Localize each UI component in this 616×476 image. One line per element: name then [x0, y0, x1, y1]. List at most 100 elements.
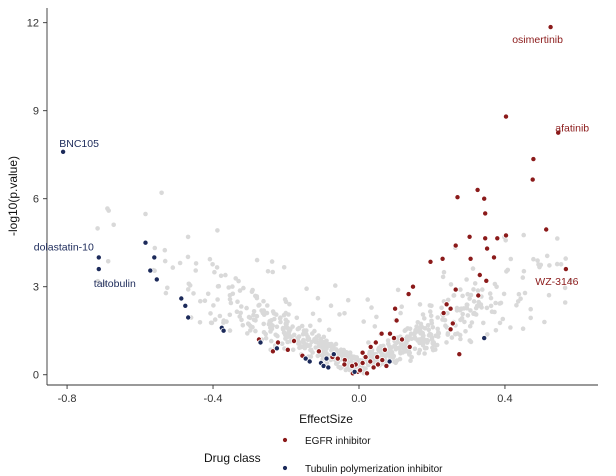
background-point: [185, 254, 191, 260]
background-point: [261, 308, 267, 313]
background-point: [538, 262, 544, 268]
egfr-point: [274, 339, 281, 346]
tubulin-point: [95, 266, 102, 273]
background-point: [409, 354, 415, 360]
egfr-point: [315, 348, 322, 355]
legend-label-tubulin: Tubulin polymerization inhibitor: [305, 464, 443, 475]
background-point: [568, 278, 573, 283]
background-point: [444, 340, 449, 345]
background-point: [224, 319, 229, 324]
background-point: [152, 245, 158, 251]
background-point: [470, 266, 476, 271]
egfr-point: [334, 355, 341, 362]
background-point: [417, 302, 423, 307]
background-point: [427, 303, 433, 308]
background-point: [294, 315, 300, 321]
y-axis-title: -log10(p.value): [6, 156, 20, 236]
background-point: [435, 326, 441, 332]
background-point: [237, 314, 242, 319]
background-point: [208, 320, 214, 326]
background-point: [251, 317, 257, 323]
background-point: [467, 323, 473, 329]
egfr-point: [439, 255, 446, 262]
axes: -0.8 -0.4 0.0 0.4 0 3 6 9 12: [27, 8, 598, 405]
egfr-point: [484, 245, 491, 252]
annotations: osimertinib afatinib WZ-3146 BNC105 dolastat…: [34, 34, 590, 290]
tubulin-point: [178, 295, 185, 302]
egfr-point: [392, 305, 399, 312]
background-point: [433, 333, 439, 339]
background-point: [263, 335, 269, 341]
background-point: [522, 290, 528, 296]
background-point: [310, 311, 316, 317]
background-point: [508, 325, 513, 330]
background-point: [215, 284, 221, 289]
tubulin-point: [323, 355, 330, 362]
background-point: [253, 328, 258, 334]
egfr-point: [454, 194, 461, 201]
background-point: [554, 261, 560, 267]
background-point: [484, 305, 490, 311]
background-point: [237, 288, 243, 293]
background-point: [465, 313, 471, 318]
background-point: [143, 211, 148, 217]
background-point: [338, 347, 344, 353]
egfr-point: [443, 301, 450, 308]
background-point: [377, 349, 383, 355]
background-point: [279, 341, 285, 347]
background-point: [458, 306, 464, 312]
background-point: [271, 311, 277, 316]
background-point: [302, 345, 308, 351]
background-point: [324, 338, 329, 344]
egfr-point: [386, 330, 393, 337]
egfr-point: [398, 336, 405, 343]
egfr-point: [555, 129, 562, 136]
egfr-point: [290, 337, 297, 344]
background-point: [333, 341, 339, 347]
egfr-point: [482, 235, 489, 242]
background-point: [323, 344, 329, 350]
background-point: [535, 258, 540, 263]
annotation-label: dolastatin-10: [34, 241, 94, 253]
tubulin-point: [325, 364, 332, 371]
background-point: [531, 256, 536, 262]
background-point: [339, 352, 344, 357]
background-point: [290, 347, 296, 353]
background-point: [286, 312, 291, 317]
y-tick-label: 6: [33, 194, 39, 206]
background-point: [458, 287, 463, 292]
annotation-label: BNC105: [59, 138, 99, 150]
background-point: [227, 312, 233, 318]
background-point: [494, 284, 499, 290]
background-point: [215, 228, 220, 233]
background-point: [501, 291, 507, 297]
egfr-point: [483, 277, 490, 284]
annotation-label: osimertinib: [512, 34, 563, 46]
background-point: [304, 332, 309, 337]
background-point: [365, 297, 371, 302]
background-point: [283, 336, 288, 341]
background-point: [215, 297, 220, 302]
background-point: [487, 291, 493, 296]
background-point: [300, 331, 306, 337]
background-point: [342, 311, 347, 316]
background-point: [505, 267, 511, 273]
legend: Drug class EGFR inhibitor Tubulin polyme…: [204, 436, 443, 475]
series-tubulin-inhibitor: [60, 148, 488, 375]
background-point: [191, 291, 196, 296]
background-point: [95, 226, 100, 231]
background-point: [414, 324, 419, 329]
background-point: [234, 309, 240, 315]
egfr-point: [359, 349, 366, 356]
background-point: [263, 331, 269, 337]
background-point: [337, 312, 342, 317]
background-point: [454, 305, 460, 311]
tubulin-point: [142, 239, 149, 246]
egfr-point: [494, 235, 501, 242]
background-point: [372, 324, 378, 329]
legend-title: Drug class: [204, 451, 261, 465]
background-point: [227, 328, 233, 333]
background-point: [467, 296, 472, 301]
background-point: [488, 303, 494, 309]
background-point: [515, 299, 521, 304]
